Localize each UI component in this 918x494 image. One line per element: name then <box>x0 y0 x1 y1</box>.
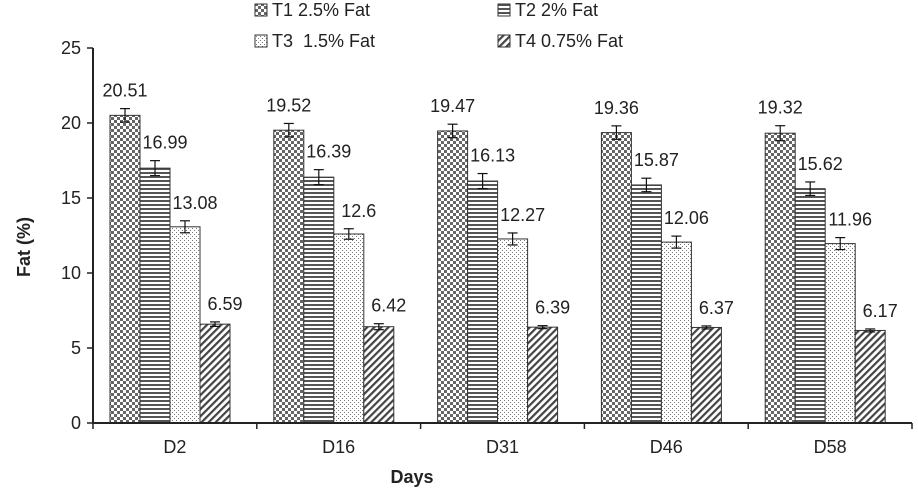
data-label: 19.47 <box>430 96 475 116</box>
data-label: 19.52 <box>266 95 311 115</box>
data-label: 13.08 <box>172 193 217 213</box>
y-tick-label: 0 <box>71 413 81 433</box>
data-label: 6.39 <box>535 298 570 318</box>
data-label: 12.27 <box>500 205 545 225</box>
bar <box>109 114 141 424</box>
bar <box>630 184 662 424</box>
data-label: 15.87 <box>634 150 679 170</box>
y-axis-title: Fat (%) <box>14 217 34 277</box>
data-label: 12.6 <box>341 201 376 221</box>
data-label: 16.13 <box>470 146 515 166</box>
legend-label: T4 0.75% Fat <box>515 31 623 51</box>
data-label: 6.37 <box>699 298 734 318</box>
x-tick-label: D46 <box>650 437 683 457</box>
data-label: 16.99 <box>142 133 187 153</box>
data-label: 6.42 <box>371 296 406 316</box>
data-label: 19.36 <box>594 98 639 118</box>
legend-swatch <box>497 3 511 17</box>
y-tick-label: 10 <box>61 263 81 283</box>
x-tick-label: D58 <box>814 437 847 457</box>
bar <box>303 176 335 424</box>
y-tick-label: 15 <box>61 188 81 208</box>
bar <box>600 132 632 424</box>
data-label: 15.62 <box>798 154 843 174</box>
data-label: 6.17 <box>863 301 898 321</box>
bar <box>527 326 559 424</box>
bars-layer: 20.51 19.52 19.47 19.36 19.32 16.99 16.39 16.13… <box>102 81 898 424</box>
bar <box>169 226 201 424</box>
legend-label: T1 2.5% Fat <box>272 0 370 20</box>
bar <box>437 130 469 424</box>
x-tick-label: D31 <box>486 437 519 457</box>
bar <box>764 132 796 424</box>
bar <box>854 329 886 424</box>
y-tick-label: 20 <box>61 113 81 133</box>
axes-layer: 0 5 10 15 20 25 D2 D16 D31 D46 D58 <box>61 38 913 457</box>
y-tick-label: 25 <box>61 38 81 58</box>
bar <box>660 241 692 424</box>
legend-swatch <box>254 3 268 17</box>
data-label: 20.51 <box>102 81 147 101</box>
data-label: 16.39 <box>306 142 351 162</box>
bar <box>467 180 499 424</box>
bar <box>363 326 395 424</box>
legend-label: T3 1.5% Fat <box>272 31 375 51</box>
bar <box>333 233 365 424</box>
data-label: 11.96 <box>828 210 872 230</box>
legend: T1 2.5% Fat T2 2% Fat T3 1.5% Fat T4 0.75% … <box>254 0 623 51</box>
bar <box>690 326 722 424</box>
legend-swatch <box>254 34 268 48</box>
x-tick-label: D2 <box>163 437 186 457</box>
bar <box>273 129 305 424</box>
bar <box>794 188 826 424</box>
data-label: 19.32 <box>758 98 803 118</box>
legend-label: T2 2% Fat <box>515 0 598 20</box>
legend-swatch <box>497 34 511 48</box>
bar <box>497 238 529 424</box>
data-label: 6.59 <box>207 294 242 314</box>
x-tick-label: D16 <box>322 437 355 457</box>
bar <box>824 243 856 424</box>
x-axis-title: Days <box>390 467 433 487</box>
data-label: 12.06 <box>664 208 709 228</box>
bar <box>199 323 231 424</box>
y-tick-label: 5 <box>71 338 81 358</box>
bar <box>139 167 171 424</box>
